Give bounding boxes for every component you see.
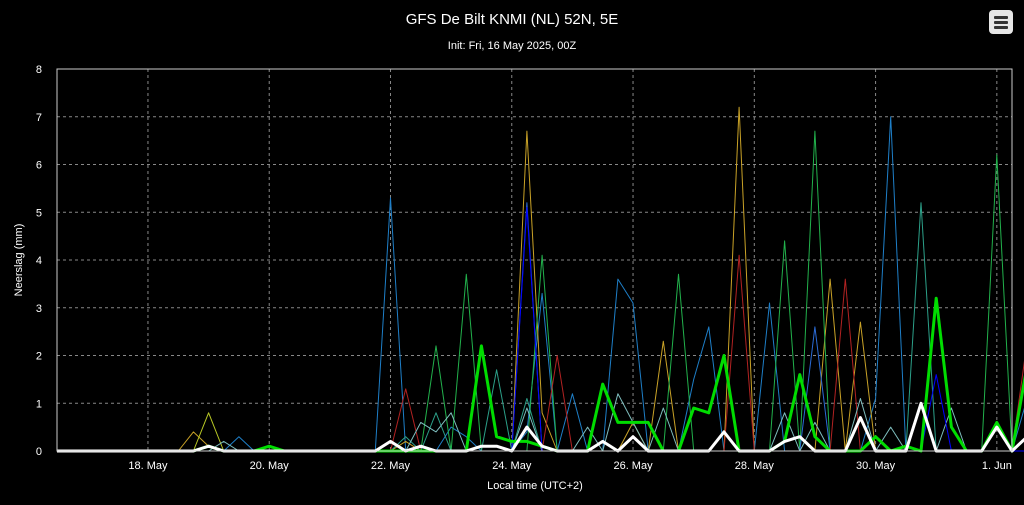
y-axis-ticks: 0 1 2 3 4 5 6 7 8 [36,64,42,458]
y-axis-label: Neerslag (mm) [13,224,25,297]
x-tick-label: 22. May [371,460,411,472]
y-tick-label: 4 [36,255,42,267]
y-tick-label: 1 [36,398,42,410]
x-tick-label: 1. Jun [982,460,1012,472]
y-tick-label: 3 [36,303,42,315]
x-tick-label: 18. May [128,460,168,472]
y-tick-label: 6 [36,160,42,172]
x-axis-label: Local time (UTC+2) [487,480,583,492]
x-tick-label: 28. May [735,460,775,472]
plot-frame [56,68,1013,452]
chart-subtitle: Init: Fri, 16 May 2025, 00Z [448,40,577,52]
x-tick-label: 24. May [492,460,532,472]
menu-icon[interactable] [989,10,1013,34]
y-tick-label: 0 [36,446,42,458]
grid [57,69,1012,451]
y-tick-label: 5 [36,207,42,219]
x-tick-label: 26. May [613,460,653,472]
y-tick-label: 2 [36,351,42,363]
series-group [57,106,1024,453]
y-tick-label: 8 [36,64,42,76]
x-tick-label: 20. May [250,460,290,472]
chart-title: GFS De Bilt KNMI (NL) 52N, 5E [406,11,619,28]
series-line-1 [57,116,1024,452]
x-axis-ticks: 18. May 20. May 22. May 24. May 26. May 28. M… [128,460,1011,472]
y-tick-label: 7 [36,112,42,124]
x-tick-label: 30. May [856,460,896,472]
